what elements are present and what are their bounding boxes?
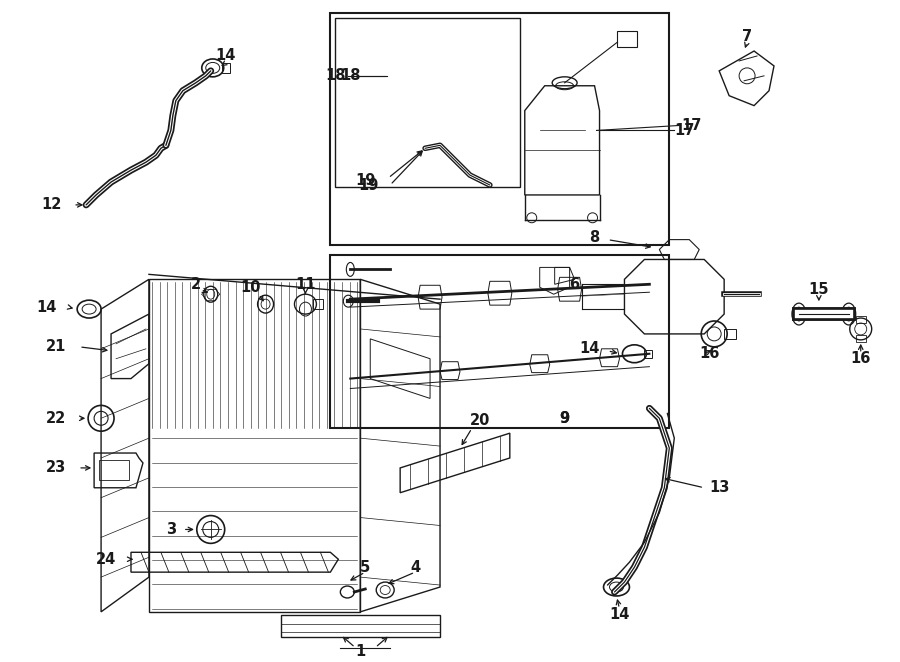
Bar [281, 615, 440, 637]
Text: 1: 1 [356, 644, 365, 659]
Text: 7: 7 [742, 28, 752, 44]
Text: 4: 4 [410, 559, 420, 575]
Text: 19: 19 [358, 177, 378, 193]
Text: 8: 8 [590, 230, 599, 245]
Text: 13: 13 [709, 480, 730, 495]
Text: 15: 15 [808, 282, 829, 297]
Text: 21: 21 [46, 340, 67, 354]
Text: 3: 3 [166, 522, 176, 537]
Bar [313, 299, 323, 309]
Text: 23: 23 [46, 460, 67, 475]
Bar [644, 350, 652, 357]
Text: 18: 18 [340, 68, 361, 83]
Bar [724, 329, 736, 339]
Text: 14: 14 [36, 300, 56, 314]
Bar [856, 316, 866, 323]
Bar [148, 279, 360, 612]
Bar [99, 460, 129, 480]
Text: 16: 16 [699, 346, 720, 361]
Text: 2: 2 [191, 277, 201, 292]
Text: 12: 12 [40, 197, 61, 213]
Text: 9: 9 [560, 411, 570, 426]
Text: 22: 22 [46, 411, 67, 426]
Text: 18: 18 [325, 68, 346, 83]
Text: 20: 20 [470, 413, 490, 428]
Text: 24: 24 [95, 551, 116, 567]
Bar [221, 63, 230, 73]
Text: 16: 16 [850, 352, 871, 366]
Text: 9: 9 [560, 411, 570, 426]
Text: 17: 17 [681, 118, 702, 133]
Text: 5: 5 [360, 559, 371, 575]
Text: 10: 10 [240, 280, 261, 295]
Text: 19: 19 [355, 173, 375, 187]
Bar [330, 13, 670, 244]
Bar [336, 19, 520, 187]
Text: 11: 11 [295, 277, 316, 292]
Text: 14: 14 [609, 607, 630, 622]
Bar [856, 335, 866, 342]
Text: 6: 6 [570, 277, 580, 292]
Text: 14: 14 [580, 342, 599, 356]
Bar [617, 31, 637, 47]
Text: 17: 17 [674, 123, 695, 138]
Bar [330, 254, 670, 428]
Text: 14: 14 [215, 48, 236, 64]
